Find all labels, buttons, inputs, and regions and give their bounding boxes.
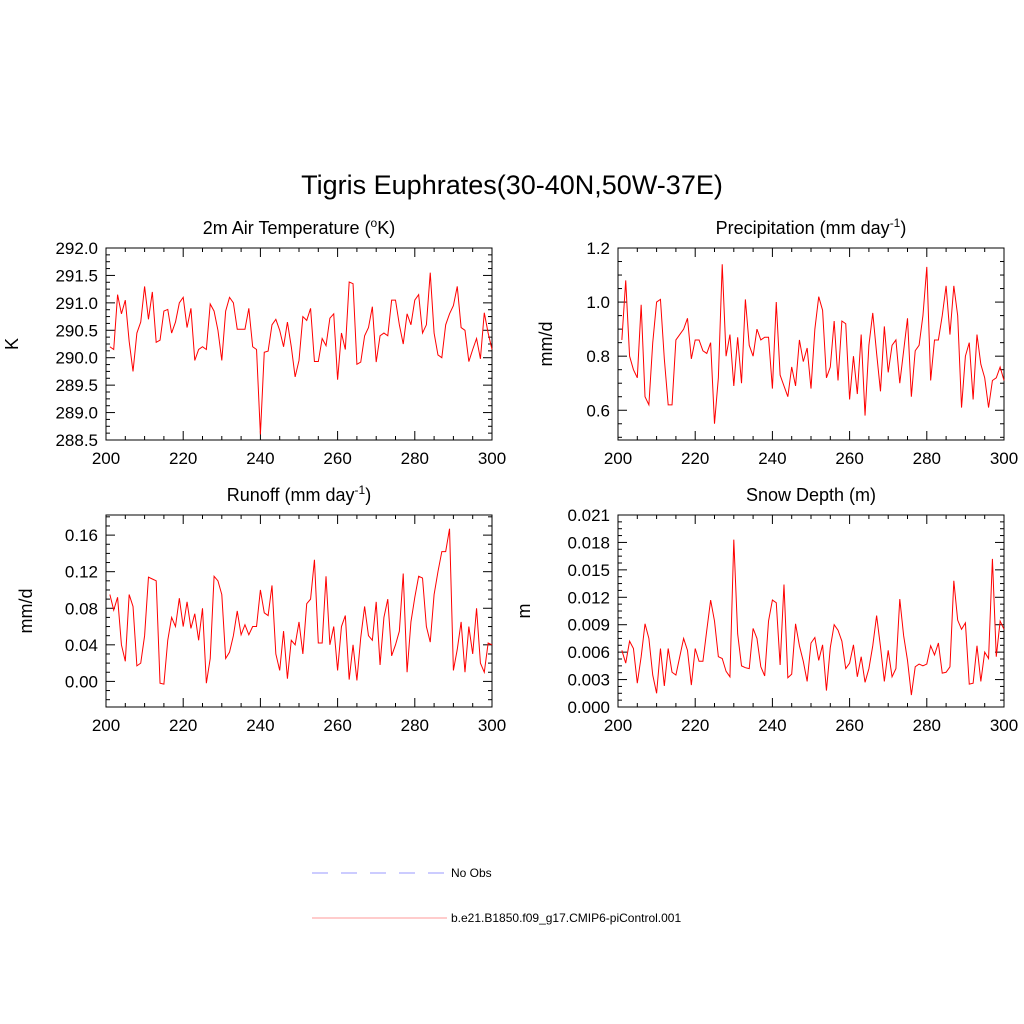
x-tick-label: 220: [169, 449, 197, 468]
panel-title-suffix: ): [900, 218, 906, 238]
x-tick-label: 200: [604, 716, 632, 735]
y-tick-label: 0.015: [567, 561, 610, 580]
x-tick-label: 280: [913, 449, 941, 468]
x-tick-label: 200: [604, 449, 632, 468]
legend: No Obs b.e21.B1850.f09_g17.CMIP6-piContro…: [312, 866, 681, 925]
x-tick-label: 280: [401, 449, 429, 468]
panel-snow: Snow Depth (m) m 200 220 240 260 280 300 0.000 0.…: [514, 485, 1018, 735]
panel-title-superscript: -1: [355, 483, 366, 497]
y-tick-label: 291.0: [55, 294, 98, 313]
panel-title-snow: Snow Depth (m): [746, 485, 876, 505]
figure-title: Tigris Euphrates(30-40N,50W-37E): [301, 170, 723, 200]
y-tick-label: 290.0: [55, 349, 98, 368]
panel-title-text: 2m Air Temperature (: [203, 218, 371, 238]
x-tick-label: 220: [681, 449, 709, 468]
panel-title-precip: Precipitation (mm day-1): [716, 216, 907, 238]
plot-frame-runoff: [105, 514, 493, 708]
y-tick-label: 0.000: [567, 698, 610, 717]
ylabel-temp: K: [2, 338, 22, 350]
y-tick-label: 292.0: [55, 239, 98, 258]
y-tick-label: 0.04: [65, 636, 98, 655]
y-tick-label: 1.2: [586, 239, 610, 258]
y-tick-label: 0.009: [567, 616, 610, 635]
panel-title-suffix: K): [377, 218, 395, 238]
legend-label: b.e21.B1850.f09_g17.CMIP6-piControl.001: [451, 911, 681, 925]
panel-title-superscript: -1: [890, 216, 901, 230]
y-tick-label: 0.8: [586, 347, 610, 366]
x-tick-label: 220: [681, 716, 709, 735]
ylabel-precip: mm/d: [536, 322, 556, 367]
x-tick-label: 240: [758, 716, 786, 735]
y-tick-label: 0.12: [65, 563, 98, 582]
ylabel-runoff: mm/d: [16, 589, 36, 634]
y-tick-label: 291.5: [55, 266, 98, 285]
y-tick-label: 289.5: [55, 376, 98, 395]
ylabel-snow: m: [514, 604, 534, 619]
x-tick-label: 200: [92, 716, 120, 735]
y-tick-label: 0.006: [567, 643, 610, 662]
y-tick-label: 0.012: [567, 588, 610, 607]
x-tick-label: 300: [478, 716, 506, 735]
x-tick-label: 240: [758, 449, 786, 468]
panel-runoff: Runoff (mm day-1) mm/d 200 220 240 260 280 300 0…: [16, 483, 506, 735]
y-tick-label: 290.5: [55, 321, 98, 340]
series-line-runoff: [109, 528, 493, 685]
x-tick-label: 260: [323, 449, 351, 468]
x-tick-label: 280: [913, 716, 941, 735]
x-tick-label: 260: [835, 716, 863, 735]
panel-precip: Precipitation (mm day-1) mm/d 200 220 240 260…: [536, 216, 1018, 468]
series-line-precip: [621, 264, 1005, 424]
y-tick-label: 0.6: [586, 401, 610, 420]
panel-title-text: Runoff (mm day: [227, 485, 355, 505]
y-tick-label: 0.021: [567, 506, 610, 525]
x-tick-label: 240: [246, 449, 274, 468]
y-tick-label: 1.0: [586, 293, 610, 312]
y-tick-label: 0.08: [65, 599, 98, 618]
panel-title-runoff: Runoff (mm day-1): [227, 483, 371, 505]
y-tick-label: 0.00: [65, 672, 98, 691]
panel-title-text: Precipitation (mm day: [716, 218, 890, 238]
x-tick-label: 300: [990, 716, 1018, 735]
y-tick-label: 289.0: [55, 404, 98, 423]
plot-frame-temp: [105, 247, 493, 441]
x-tick-label: 280: [401, 716, 429, 735]
x-tick-label: 200: [92, 449, 120, 468]
y-tick-label: 0.003: [567, 671, 610, 690]
y-tick-label: 0.018: [567, 533, 610, 552]
plot-frame-snow: [617, 514, 1005, 708]
x-tick-label: 300: [990, 449, 1018, 468]
y-tick-label: 0.16: [65, 526, 98, 545]
x-tick-label: 260: [835, 449, 863, 468]
legend-label: No Obs: [451, 866, 492, 880]
panel-title-temp: 2m Air Temperature (oK): [203, 216, 395, 238]
panels-group: 2m Air Temperature (oK) K 200 220 240 260 280 3…: [2, 216, 1018, 735]
x-tick-label: 300: [478, 449, 506, 468]
panel-title-text: Snow Depth (m): [746, 485, 876, 505]
x-tick-label: 260: [323, 716, 351, 735]
series-line-snow: [621, 539, 1005, 696]
series-line-temp: [109, 272, 493, 435]
y-tick-label: 288.5: [55, 431, 98, 450]
panel-title-superscript: o: [371, 216, 378, 230]
panel-title-suffix: ): [365, 485, 371, 505]
x-tick-label: 220: [169, 716, 197, 735]
panel-temp: 2m Air Temperature (oK) K 200 220 240 260 280 3…: [2, 216, 506, 468]
x-tick-label: 240: [246, 716, 274, 735]
